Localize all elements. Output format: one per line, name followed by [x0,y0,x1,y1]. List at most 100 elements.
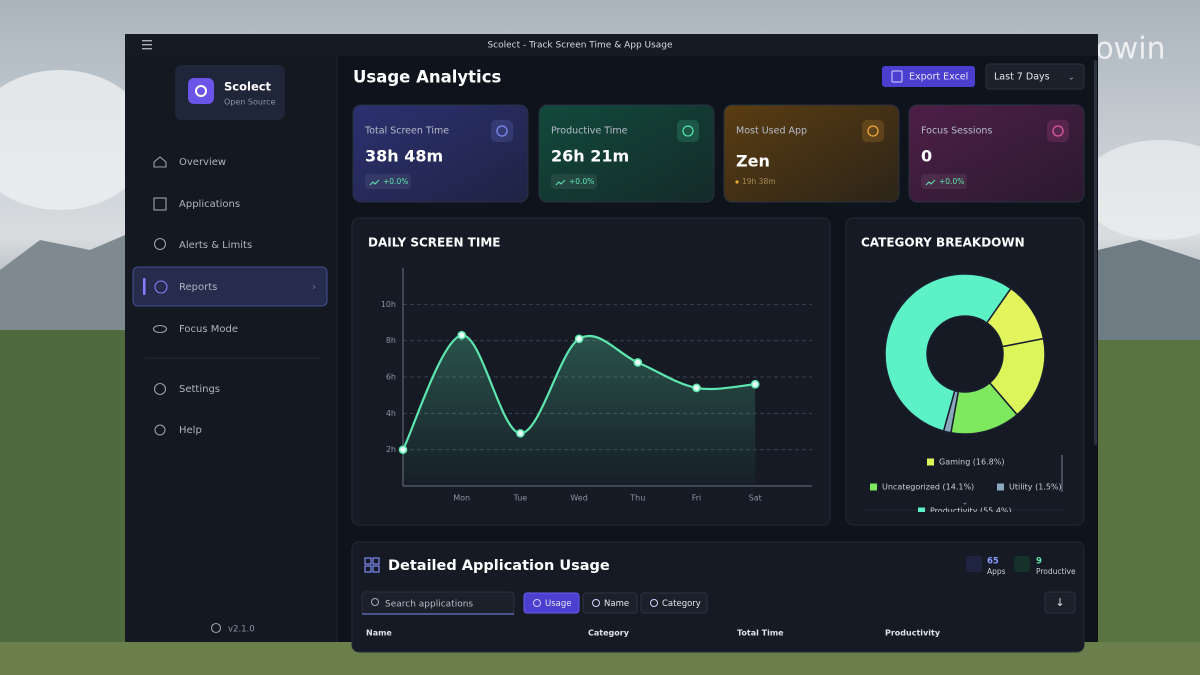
title-bar [125,34,1098,56]
nav-item[interactable]: Focus Mode [179,324,238,335]
column-header: Category [588,629,630,638]
sort-button-label[interactable]: Usage [545,599,571,609]
card-icon [491,120,513,142]
card-icon-glyph [682,125,694,137]
window-title: Scolect - Track Screen Time & App Usage [487,41,673,51]
card-label: Total Screen Time [364,126,449,137]
point [692,383,701,393]
nav-item[interactable]: Applications [179,199,240,210]
version: v2.1.0 [228,625,255,635]
area [403,335,756,486]
point [398,445,408,455]
sort-direction-button[interactable] [1044,591,1076,614]
nav-chevron: › [312,282,316,293]
legend-label: Gaming (16.8%) [939,458,1004,467]
card-label: Focus Sessions [921,126,992,137]
card-label: Most Used App [736,126,807,137]
app-logo [188,78,214,104]
legend-label: Productivity (55.4%) [930,507,1012,516]
sort-direction-icon[interactable]: ↓ [1055,596,1064,609]
card-icon-glyph [1052,125,1064,137]
change-pill [551,174,597,189]
sort-button-icon [592,599,600,607]
legend-scroll-chevron[interactable]: ⌄ [962,498,969,507]
sort-button[interactable] [523,592,580,614]
sort-button[interactable] [582,592,638,614]
legend-swatch [927,458,934,466]
sort-button-label[interactable]: Category [662,599,701,609]
card-change: +0.0% [939,177,964,186]
x-tick-label: Fri [692,494,702,503]
legend-label: Utility (1.5%) [1009,483,1062,492]
x-tick-label: Sat [749,494,762,503]
pie-chart-panel [845,217,1085,526]
table-icon [364,557,380,573]
menu-icon[interactable] [142,40,152,50]
app-name: Scolect [224,80,272,94]
point [574,334,584,344]
change-pill [921,174,967,189]
card-value: 38h 48m [365,147,443,166]
y-tick-label: 2h [386,445,396,454]
mountain [0,235,125,330]
search-placeholder[interactable]: Search applications [385,600,473,610]
chart-title: DAILY SCREEN TIME [368,236,500,250]
table-title: Detailed Application Usage [388,558,610,574]
app-subtitle: Open Source [224,98,275,107]
sidebar [125,56,337,642]
nav-item[interactable]: Overview [179,157,226,168]
range-select-label[interactable]: Last 7 Days [994,72,1050,83]
x-tick-label: Mon [453,494,470,503]
legend-swatch [870,483,877,491]
stat-value: 65 [987,557,999,567]
y-tick-label: 8h [386,336,396,345]
nav-item[interactable]: Help [179,425,202,436]
range-select[interactable] [985,63,1085,90]
column-header: Total Time [737,629,784,638]
donut-segment [884,273,1012,432]
active-indicator [143,278,146,295]
card-value: 26h 21m [551,147,629,166]
page-title: Usage Analytics [353,68,501,87]
legend-label: Uncategorized (14.1%) [882,483,974,492]
y-tick-label: 6h [386,373,396,382]
meadow [0,330,125,675]
card-label: Productive Time [551,126,628,137]
card-icon [862,120,884,142]
point [633,358,643,367]
card-change: +0.0% [383,177,408,186]
card-change: 19h 38m [742,177,776,186]
scrollbar[interactable] [1094,60,1097,445]
sort-button-label[interactable]: Name [604,599,629,609]
trend-icon [925,179,936,186]
cloud [0,70,150,210]
point [750,379,760,389]
stat-card [538,104,715,203]
legend: Gaming (16.8%) Uncategorized (14.1%) Utili… [870,458,1062,516]
mountain [1098,240,1200,340]
change-pill [365,174,411,189]
trend-icon [555,179,566,186]
app-logo-glyph [195,85,207,97]
active-nav-bg [132,266,328,307]
stat-icon [1014,556,1030,572]
stat-card [723,104,900,203]
nav-item[interactable]: Reports [179,282,217,293]
export-button[interactable] [882,66,975,87]
card-icon [1047,120,1069,142]
trend-icon [369,179,380,186]
export-button-label[interactable]: Export Excel [909,72,968,83]
card-value: Zen [736,152,770,171]
card-icon [677,120,699,142]
point [457,330,467,340]
change-dot [735,180,739,184]
excel-icon [891,70,903,83]
y-tick-label: 4h [386,409,396,418]
sort-button-icon [533,599,541,607]
nav-item[interactable]: Alerts & Limits [179,240,252,251]
nav-item[interactable]: Settings [179,384,220,395]
sort-button[interactable] [640,592,708,614]
select-chevron: ⌄ [1068,73,1075,82]
